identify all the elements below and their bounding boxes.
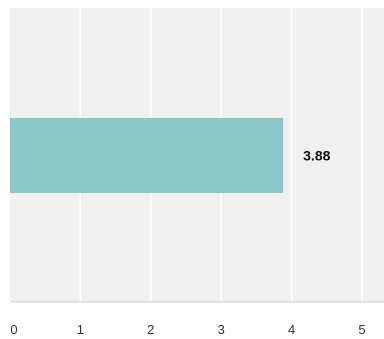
x-tick-label: 4 bbox=[288, 322, 295, 337]
bar bbox=[10, 118, 284, 193]
data-labels: 3.88 bbox=[303, 148, 330, 164]
data-label: 3.88 bbox=[303, 148, 330, 164]
x-tick-label: 2 bbox=[147, 322, 154, 337]
x-tick-label: 3 bbox=[218, 322, 225, 337]
x-axis-ticks: 0 1 2 3 4 5 bbox=[10, 322, 365, 337]
x-tick-label: 0 bbox=[10, 322, 17, 337]
bars bbox=[10, 118, 284, 193]
x-tick-label: 1 bbox=[77, 322, 84, 337]
x-tick-label: 5 bbox=[358, 322, 365, 337]
